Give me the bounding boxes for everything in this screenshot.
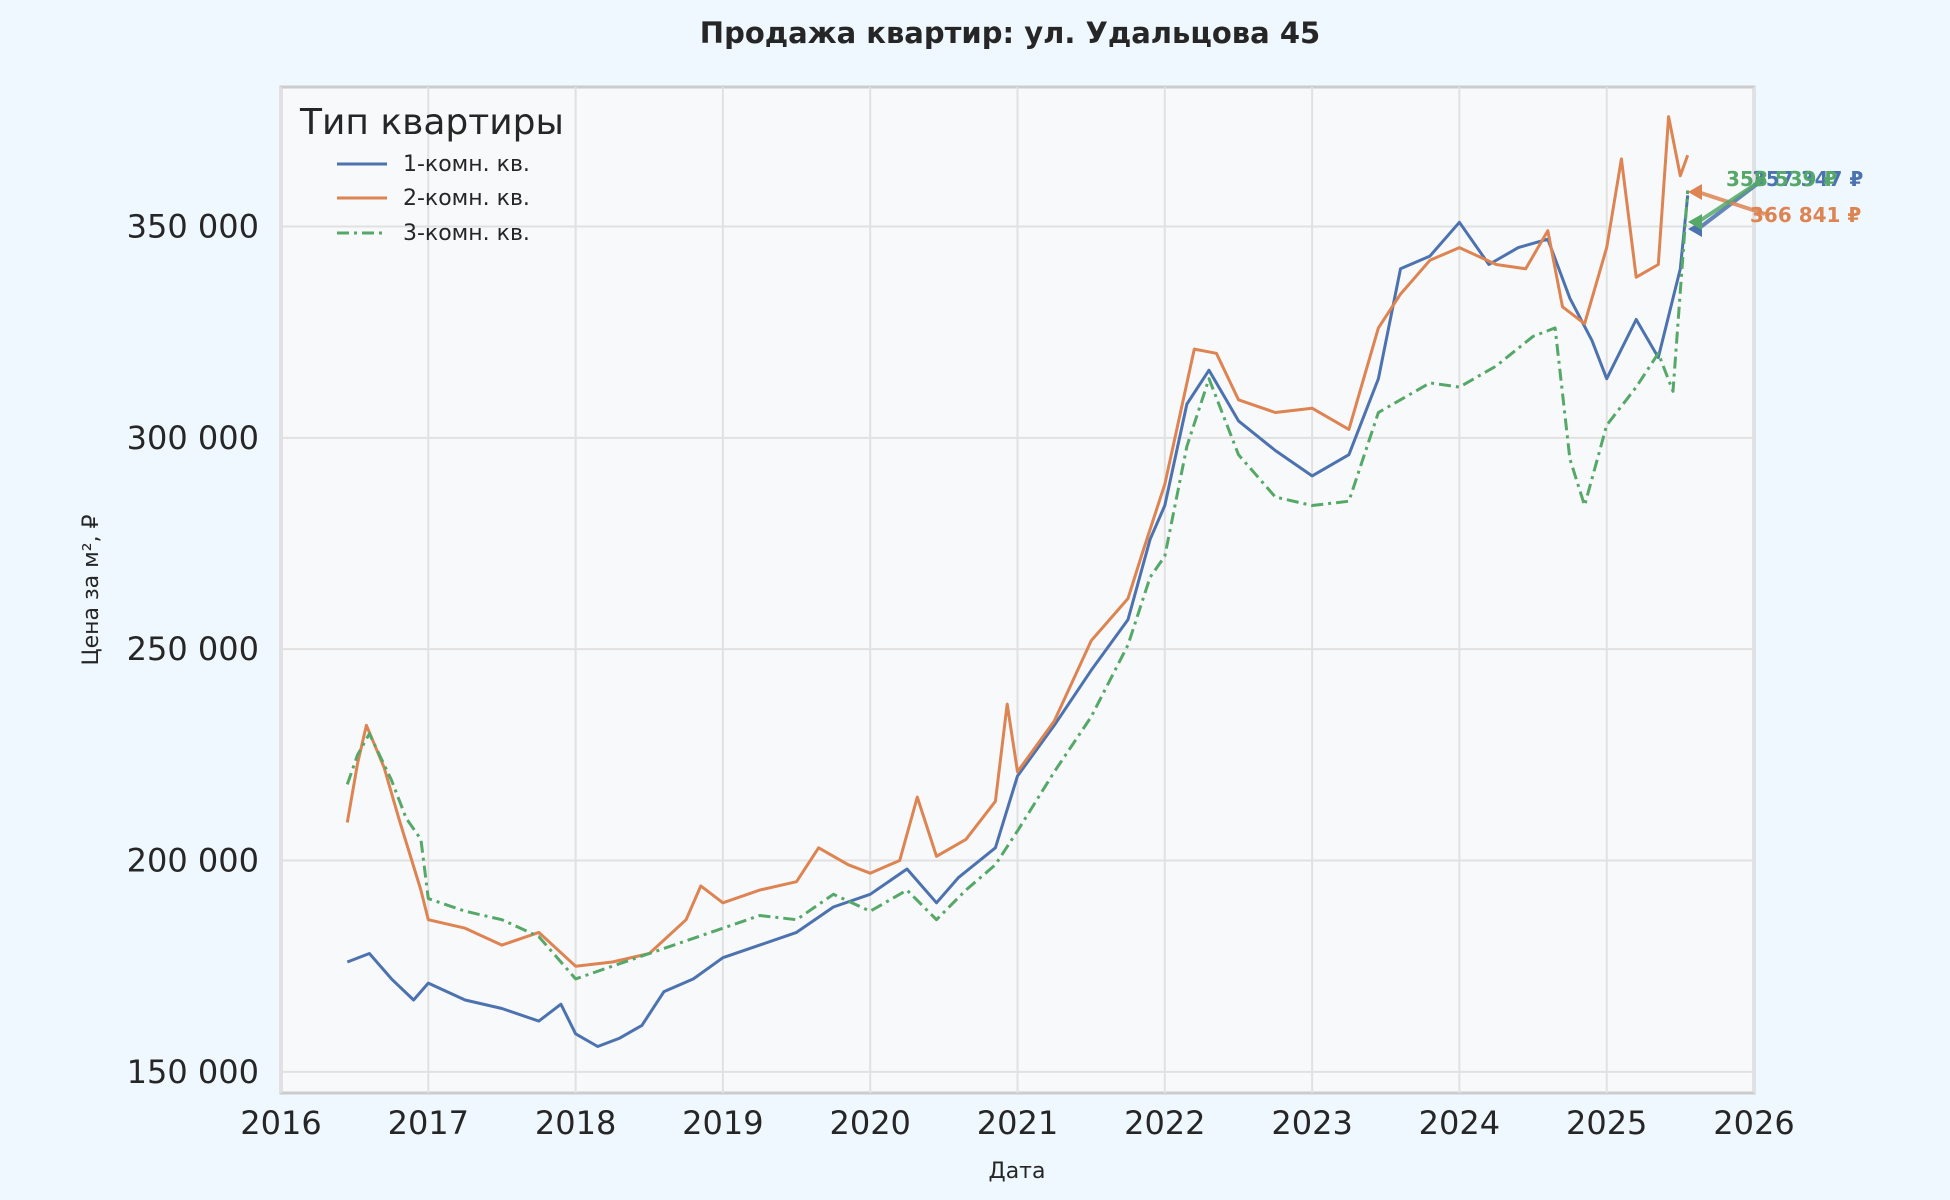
grid — [280, 87, 1755, 1093]
end-value-label: 357 347 ₽ — [1752, 167, 1863, 191]
x-tick-label: 2026 — [1713, 1104, 1794, 1142]
x-tick-label: 2018 — [535, 1104, 616, 1142]
y-tick-label: 300 000 — [127, 419, 259, 457]
chart-title: Продажа квартир: ул. Удальцова 45 — [700, 16, 1320, 50]
legend-label-3: 3-комн. кв. — [403, 221, 530, 246]
legend-label-2: 2-комн. кв. — [403, 186, 530, 211]
y-axis-label: Цена за м², ₽ — [79, 514, 104, 665]
y-axis-ticks: 150 000 200 000 250 000 300 000 350 000 — [127, 207, 259, 1090]
x-tick-label: 2021 — [977, 1104, 1058, 1142]
end-arrow — [1697, 190, 1766, 216]
x-axis-label: Дата — [989, 1159, 1046, 1184]
y-tick-label: 150 000 — [127, 1053, 259, 1091]
end-value-label: 366 841 ₽ — [1750, 203, 1861, 227]
x-tick-label: 2022 — [1124, 1104, 1205, 1142]
x-tick-label: 2023 — [1271, 1104, 1352, 1142]
end-arrow — [1696, 176, 1767, 224]
x-tick-label: 2025 — [1566, 1104, 1647, 1142]
y-tick-label: 350 000 — [127, 207, 259, 245]
end-arrowhead — [1688, 184, 1702, 200]
legend: Тип квартиры 1-комн. кв. 2-комн. кв. 3-к… — [299, 102, 564, 246]
series-layer — [345, 115, 1690, 1048]
legend-label-1: 1-комн. кв. — [403, 152, 530, 177]
end-arrowhead — [1688, 214, 1702, 230]
end-labels: 357 347 ₽ 366 841 ₽ 358 539 ₽ — [1688, 167, 1863, 237]
x-tick-label: 2024 — [1419, 1104, 1500, 1142]
legend-title: Тип квартиры — [299, 102, 564, 143]
x-tick-label: 2019 — [682, 1104, 763, 1142]
series-line-2 — [345, 115, 1690, 968]
y-tick-label: 250 000 — [127, 630, 259, 668]
x-axis-ticks: 2016 2017 2018 2019 2020 2021 2022 2023 2024 2025… — [240, 1104, 1794, 1142]
y-tick-label: 200 000 — [127, 842, 259, 880]
end-value-label: 358 539 ₽ — [1726, 167, 1837, 191]
series-line-1 — [346, 195, 1690, 1048]
x-tick-label: 2016 — [240, 1104, 321, 1142]
x-tick-label: 2017 — [388, 1104, 469, 1142]
x-tick-label: 2020 — [829, 1104, 910, 1142]
series-line-3 — [345, 190, 1690, 981]
